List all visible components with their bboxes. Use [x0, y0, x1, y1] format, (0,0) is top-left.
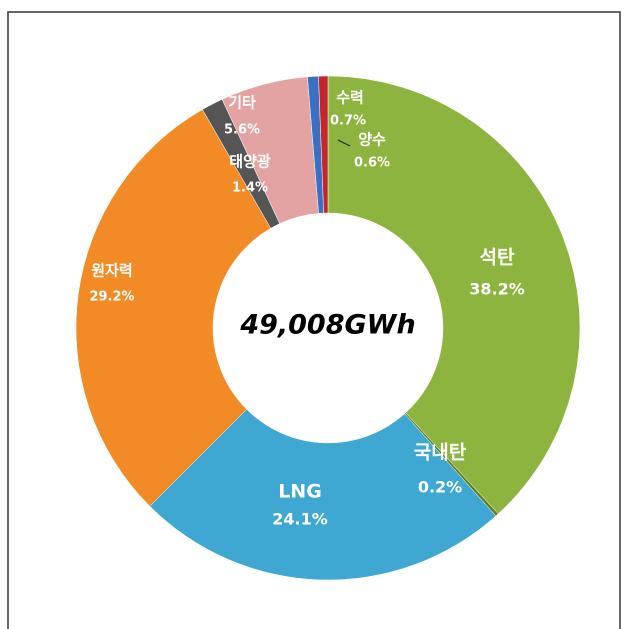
- value-label: 24.1%: [272, 510, 328, 529]
- value-label: 29.2%: [89, 290, 134, 305]
- slice-label: LNG: [278, 481, 322, 503]
- value-label: 0.6%: [354, 156, 390, 171]
- slice: [318, 75, 329, 214]
- value-label: 5.6%: [224, 123, 260, 138]
- center-label: 49,008GWh: [239, 310, 415, 341]
- leader-line: [337, 139, 351, 147]
- slices: [75, 75, 581, 581]
- slice-label: 원자력: [91, 262, 132, 280]
- slice-label: 수력: [336, 89, 364, 107]
- slice: [75, 109, 272, 507]
- slice: [149, 408, 497, 581]
- value-label: 0.2%: [418, 478, 462, 497]
- slice: [327, 75, 581, 515]
- slice-label: 기타: [228, 94, 256, 112]
- slice-label: 태양광: [229, 153, 271, 171]
- value-label: 1.4%: [232, 181, 268, 196]
- slice-label: 석탄: [480, 247, 515, 269]
- value-label: 0.7%: [330, 114, 366, 129]
- value-label: 38.2%: [469, 280, 525, 299]
- slice-label: 국내탄: [414, 442, 467, 464]
- slice-label: 양수: [358, 131, 386, 149]
